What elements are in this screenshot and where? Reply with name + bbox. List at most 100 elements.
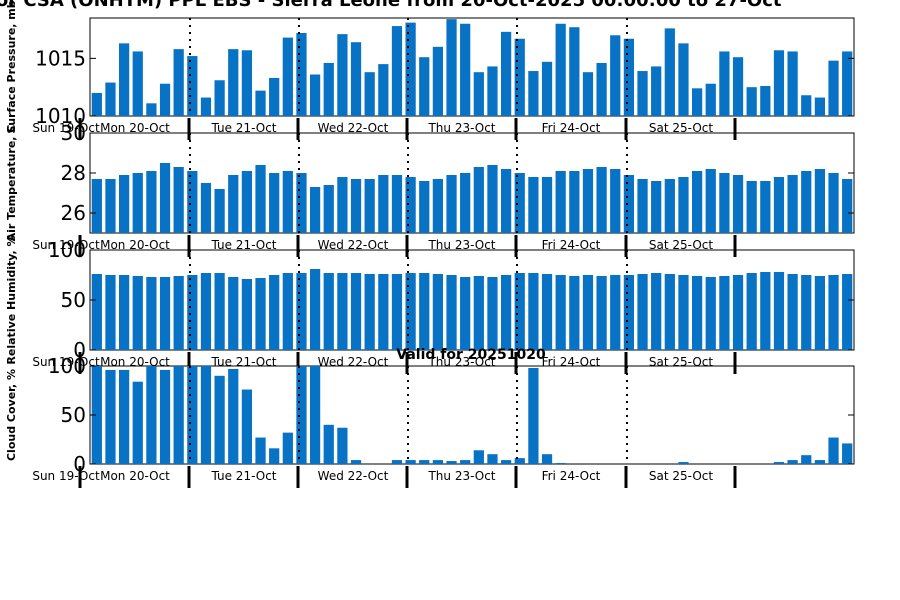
y-axis-label: Relative Humidity, % (5, 235, 18, 364)
bar (159, 163, 171, 233)
bar (173, 167, 184, 233)
bar (337, 177, 348, 233)
y-tick-label: 1010 (35, 104, 86, 128)
bar (255, 437, 266, 464)
bar (541, 61, 553, 116)
bar (146, 103, 157, 116)
day-label: Mon 20-Oct (100, 469, 170, 483)
bar (187, 171, 198, 233)
bar (705, 277, 716, 350)
bar (528, 367, 539, 464)
figure-title: for CSA (ONHTM) PPL EBS - Sierra Leone f… (0, 0, 782, 11)
bar (200, 97, 212, 116)
y-tick-label: 0 (73, 338, 86, 362)
bar (146, 277, 157, 350)
bar (487, 277, 498, 350)
bar (432, 46, 444, 116)
bar (187, 56, 198, 116)
bar (705, 169, 716, 233)
bar (323, 424, 334, 464)
bar (787, 175, 798, 233)
bar (828, 275, 839, 350)
bar (514, 38, 525, 116)
bar (337, 34, 348, 116)
bar (269, 173, 280, 233)
bar (132, 276, 143, 350)
bar (323, 185, 334, 233)
day-label: Wed 22-Oct (318, 355, 389, 369)
bar (200, 366, 212, 464)
bar (582, 169, 594, 233)
bar (269, 275, 280, 350)
bar (651, 66, 662, 116)
bar (132, 51, 143, 116)
day-label: Wed 22-Oct (318, 121, 389, 135)
bar (719, 173, 730, 233)
bar (214, 80, 225, 116)
day-label: Wed 22-Oct (318, 469, 389, 483)
day-label: Fri 24-Oct (542, 238, 601, 252)
bar (842, 179, 853, 233)
bar (432, 179, 444, 233)
bar (91, 92, 102, 116)
bar (350, 460, 362, 464)
bar (405, 460, 416, 464)
plot-frame (89, 132, 855, 234)
day-label: Thu 23-Oct (427, 121, 495, 135)
bar (91, 366, 102, 464)
bar (760, 86, 771, 116)
bar (241, 50, 253, 116)
bar (187, 366, 198, 464)
bar (91, 274, 102, 350)
bar (528, 273, 539, 350)
bar (678, 177, 689, 233)
bar (569, 276, 580, 350)
bar (651, 181, 662, 233)
bar (105, 369, 116, 464)
bar (473, 72, 484, 116)
bar (350, 273, 362, 350)
bar (391, 460, 403, 464)
bar (528, 71, 539, 116)
bar (569, 27, 580, 116)
bar (487, 165, 498, 233)
bar (309, 366, 321, 464)
bar (391, 26, 403, 116)
bar (446, 275, 457, 350)
bar (773, 462, 785, 464)
bar (419, 57, 430, 116)
bar (391, 274, 403, 350)
day-label: Mon 20-Oct (100, 238, 170, 252)
bar (814, 460, 826, 464)
bar (350, 42, 362, 116)
bar (596, 167, 607, 233)
bar (132, 173, 143, 233)
y-tick-label: 28 (61, 161, 86, 185)
day-label: Mon 20-Oct (100, 355, 170, 369)
bar (623, 38, 635, 116)
bar (691, 171, 703, 233)
bar (719, 276, 730, 350)
y-tick-label: 100 (48, 354, 86, 378)
bar (719, 51, 730, 116)
bar (282, 37, 293, 116)
bar (732, 57, 744, 116)
day-label: Thu 23-Oct (427, 469, 495, 483)
y-tick-label: 100 (48, 238, 86, 262)
y-tick-label: 0 (73, 452, 86, 476)
bar (432, 460, 444, 464)
bar (337, 273, 348, 350)
day-label: Sat 25-Oct (649, 238, 713, 252)
bar (255, 165, 266, 233)
panel-1: 1010 1015 Surface Pressure, mb Sun 19-Oct Mo… (5, 0, 855, 140)
bar (828, 173, 839, 233)
bar (541, 454, 553, 464)
day-label: Sun 19-Oct (32, 238, 100, 252)
bar (460, 173, 471, 233)
bar (460, 460, 471, 464)
y-tick-label: 50 (61, 403, 86, 427)
